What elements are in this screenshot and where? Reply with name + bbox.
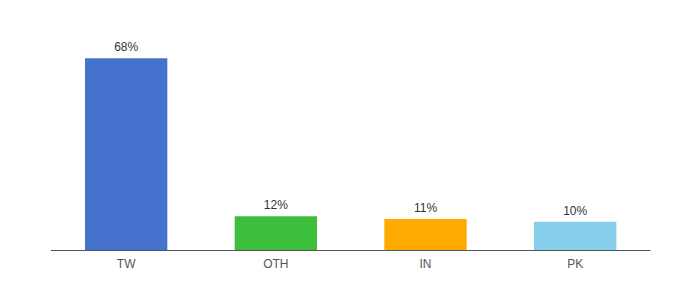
svg-text:68%: 68% bbox=[114, 40, 138, 54]
svg-text:TW: TW bbox=[117, 257, 136, 271]
svg-text:11%: 11% bbox=[414, 201, 437, 215]
svg-text:10%: 10% bbox=[563, 204, 587, 218]
svg-text:PK: PK bbox=[567, 257, 583, 271]
svg-text:IN: IN bbox=[420, 257, 432, 271]
svg-text:OTH: OTH bbox=[263, 257, 288, 271]
svg-text:12%: 12% bbox=[264, 198, 288, 212]
